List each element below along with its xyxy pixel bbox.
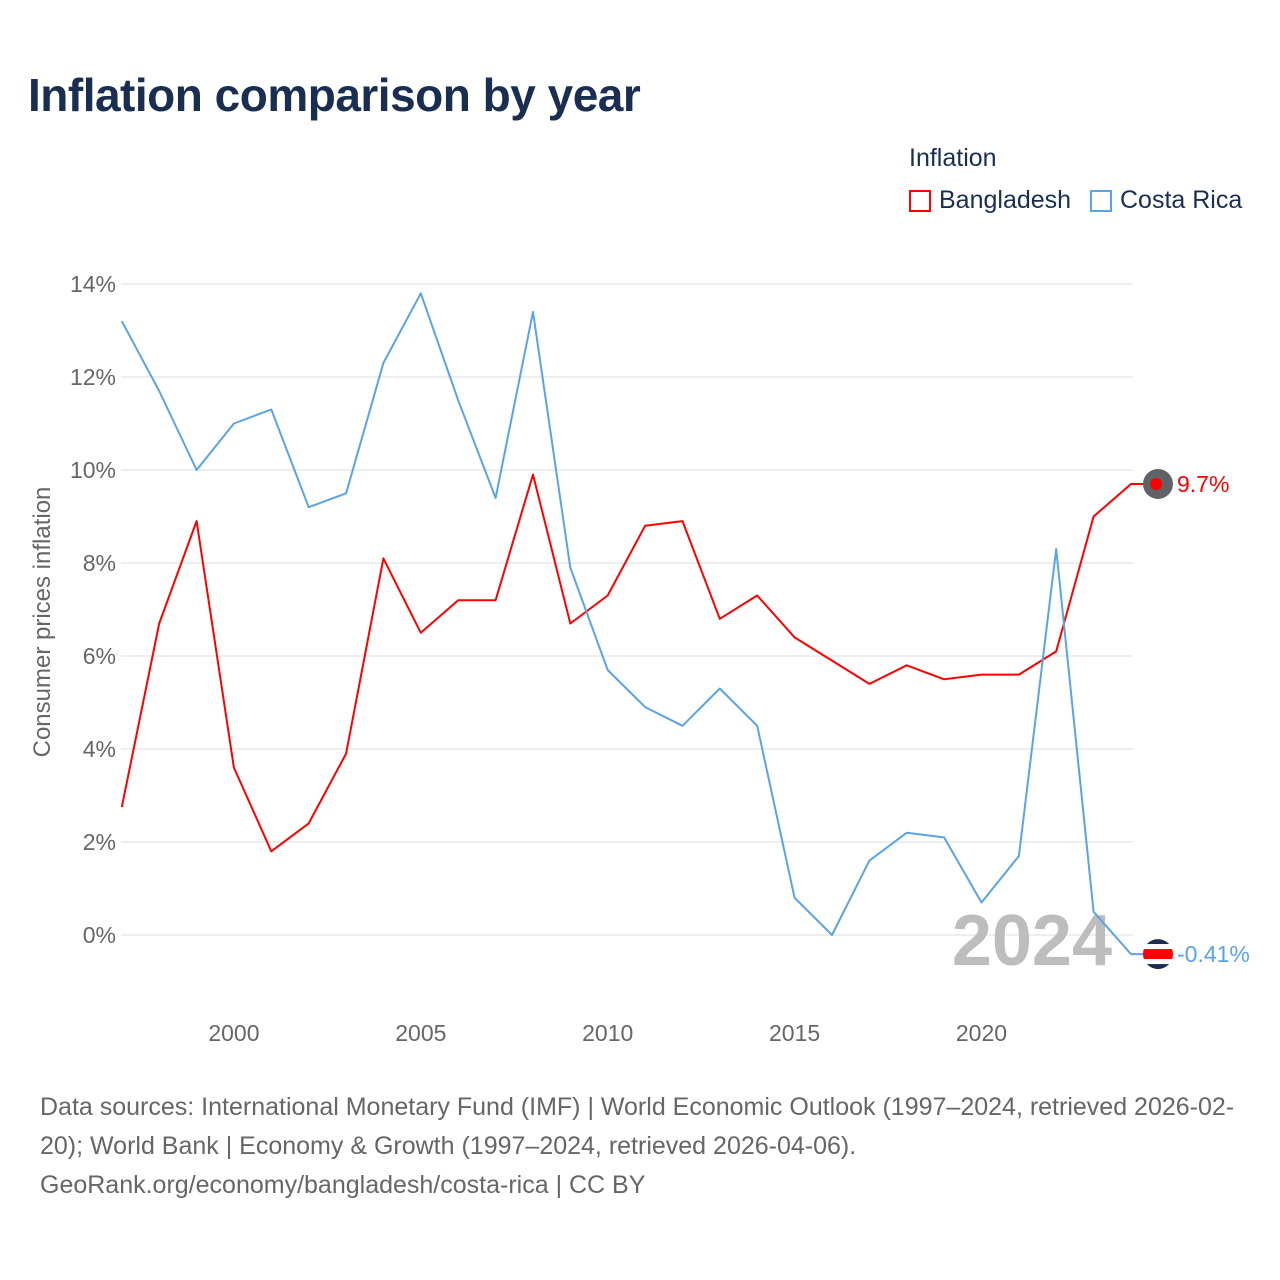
x-tick-label: 2000 [208,1020,259,1046]
legend-label-bangladesh: Bangladesh [939,186,1072,214]
y-tick-label: 12% [70,364,116,390]
end-value-label-bangladesh: 9.7% [1177,471,1229,497]
flag-stripes [1143,939,1173,970]
legend-item-costa-rica[interactable]: Costa Rica [1090,186,1242,215]
bangladesh-flag-icon [1143,468,1173,499]
y-tick-label: 0% [83,922,116,948]
flag-stripe [1143,959,1173,965]
x-tick-label: 2005 [395,1020,446,1046]
y-tick-label: 4% [83,736,116,762]
sources-link[interactable]: GeoRank.org/economy/bangladesh/costa-ric… [40,1171,646,1199]
flag-stripe [1143,964,1173,970]
flag-stripe [1143,939,1173,945]
flag-disc [1150,477,1162,490]
series-line-costa-rica [120,292,1158,956]
y-tick-label: 10% [70,457,116,483]
legend-swatch-costa-rica [1090,189,1112,212]
flag-stripe [1143,944,1173,950]
costa-rica-flag-icon [1143,939,1173,970]
data-sources: Data sources: International Monetary Fun… [40,1088,1250,1205]
y-tick-label: 14% [70,271,116,297]
legend-title: Inflation [909,144,997,172]
x-tick-label: 2015 [769,1020,820,1046]
legend-label-costa-rica: Costa Rica [1120,186,1243,214]
y-tick-label: 6% [83,643,116,669]
x-tick-label: 2020 [956,1020,1007,1046]
legend-item-bangladesh[interactable]: Bangladesh [909,186,1071,215]
line-chart: 0% 2% 4% 6% 8% 10% 12% 14% 2000 2005 2010 2015 2020… [29,271,1250,1046]
series-line-bangladesh [120,473,1158,853]
y-tick-label: 8% [83,550,116,576]
sources-text: Data sources: International Monetary Fun… [40,1093,1235,1160]
chart-title: Inflation comparison by year [28,69,641,121]
x-tick-label: 2010 [582,1020,633,1046]
legend-swatch-bangladesh [909,189,931,212]
year-watermark: 2024 [952,901,1112,981]
flag-stripe [1143,949,1173,960]
end-value-label-costa-rica: -0.41% [1177,941,1250,967]
y-tick-label: 2% [83,829,116,855]
y-axis-label: Consumer prices inflation [29,487,56,758]
